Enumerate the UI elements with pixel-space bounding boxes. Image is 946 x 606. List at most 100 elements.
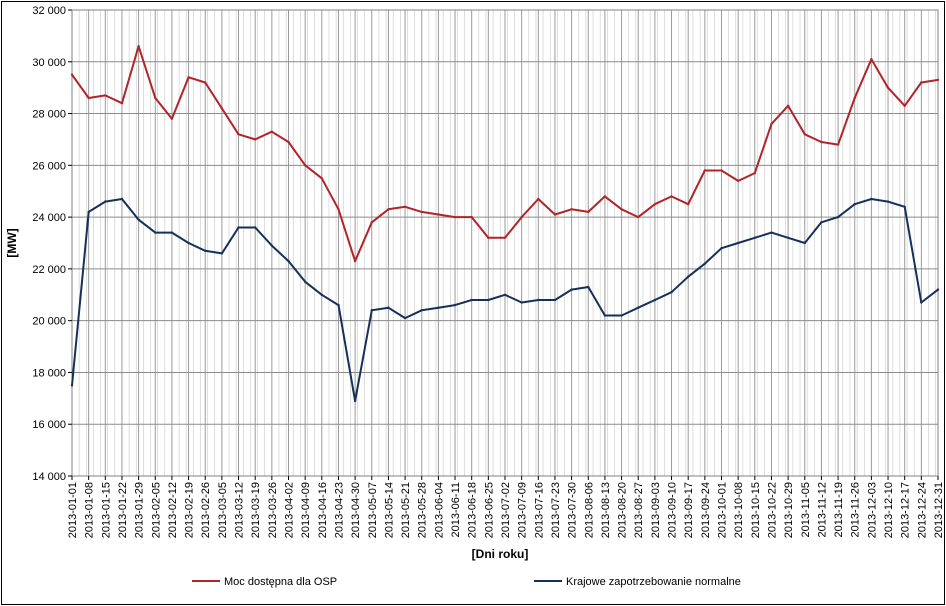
x-tick-label: 2013-01-01: [67, 482, 79, 538]
data-point-national-demand: [537, 298, 540, 302]
data-point-available-capacity: [70, 73, 74, 76]
data-point-available-capacity: [720, 169, 723, 172]
data-point-national-demand: [670, 291, 673, 294]
data-point-available-capacity: [120, 102, 124, 105]
data-point-national-demand: [204, 249, 207, 252]
x-tick-label: 2013-03-12: [234, 482, 246, 538]
legend: Moc dostępna dla OSP Krajowe zapotrzebow…: [192, 576, 741, 588]
data-point-national-demand: [304, 280, 307, 283]
x-axis-ticks: 2013-01-01 2013-01-08 2013-01-15 2013-01-22…: [67, 476, 945, 538]
x-tick-label: 2013-02-12: [167, 482, 179, 538]
x-tick-label: 2013-08-20: [617, 482, 629, 538]
x-tick-label: 2013-09-10: [667, 482, 679, 538]
data-point-available-capacity: [920, 81, 923, 84]
data-point-national-demand: [254, 226, 257, 229]
data-point-available-capacity: [836, 143, 840, 146]
x-tick-label: 2013-06-25: [483, 482, 495, 538]
data-point-available-capacity: [420, 210, 423, 214]
data-point-available-capacity: [803, 133, 806, 136]
data-point-national-demand: [570, 288, 573, 291]
data-point-national-demand: [187, 241, 190, 245]
data-point-available-capacity: [503, 236, 507, 239]
data-point-available-capacity: [337, 208, 340, 211]
x-tick-label: 2013-12-24: [916, 482, 928, 538]
x-tick-label: 2013-10-29: [783, 482, 795, 538]
x-tick-label: 2013-07-16: [533, 482, 545, 538]
data-point-available-capacity: [187, 76, 190, 79]
y-tick-label: 18 000: [32, 367, 66, 379]
x-tick-label: 2013-12-03: [866, 482, 878, 538]
data-point-national-demand: [786, 236, 790, 239]
data-point-national-demand: [503, 293, 507, 296]
x-tick-label: 2013-11-19: [833, 482, 845, 537]
data-point-national-demand: [237, 226, 240, 229]
data-point-available-capacity: [587, 210, 590, 214]
data-point-available-capacity: [570, 208, 573, 211]
data-point-national-demand: [403, 316, 407, 320]
x-tick-label: 2013-06-11: [450, 482, 462, 537]
data-point-national-demand: [587, 285, 590, 289]
x-tick-label: 2013-10-22: [766, 482, 778, 538]
x-tick-label: 2013-04-23: [333, 482, 345, 538]
y-tick-label: 32 000: [32, 5, 66, 17]
data-point-available-capacity: [553, 213, 557, 216]
data-point-national-demand: [687, 275, 690, 278]
data-point-national-demand: [620, 314, 623, 317]
y-tick-label: 16 000: [32, 419, 66, 431]
data-point-national-demand: [70, 384, 74, 387]
x-tick-label: 2013-07-30: [567, 482, 579, 538]
x-tick-label: 2013-10-01: [717, 482, 729, 538]
x-tick-label: 2013-12-10: [883, 482, 895, 538]
data-point-national-demand: [853, 203, 856, 206]
data-point-available-capacity: [936, 78, 940, 82]
x-tick-label: 2013-10-08: [733, 482, 745, 538]
data-point-national-demand: [270, 244, 273, 247]
x-tick-label: 2013-01-08: [84, 482, 96, 538]
data-point-national-demand: [920, 301, 923, 304]
data-point-national-demand: [453, 303, 457, 307]
data-point-available-capacity: [753, 171, 756, 175]
data-point-national-demand: [720, 247, 723, 250]
data-point-national-demand: [87, 210, 90, 214]
data-point-national-demand: [353, 399, 357, 403]
data-point-available-capacity: [620, 208, 623, 211]
data-point-national-demand: [603, 314, 607, 317]
data-point-available-capacity: [453, 215, 457, 219]
data-point-available-capacity: [204, 81, 207, 84]
data-point-national-demand: [653, 298, 657, 302]
data-point-available-capacity: [520, 215, 523, 219]
data-point-national-demand: [154, 231, 157, 234]
data-point-available-capacity: [403, 205, 407, 208]
x-tick-label: 2013-07-23: [550, 482, 562, 538]
data-point-available-capacity: [104, 94, 107, 97]
data-point-available-capacity: [637, 215, 640, 219]
data-point-national-demand: [220, 252, 224, 255]
data-point-national-demand: [470, 298, 473, 302]
horizontal-gridlines: [72, 9, 938, 477]
y-tick-label: 28 000: [32, 109, 66, 121]
data-point-available-capacity: [137, 45, 140, 48]
x-tick-label: 2013-06-18: [467, 482, 479, 538]
data-point-national-demand: [870, 197, 873, 201]
data-point-national-demand: [703, 262, 706, 265]
x-tick-label: 2013-02-26: [200, 482, 212, 538]
data-point-available-capacity: [770, 122, 773, 126]
x-tick-label: 2013-05-07: [367, 482, 379, 538]
data-point-national-demand: [104, 200, 107, 203]
data-point-available-capacity: [870, 58, 873, 61]
data-point-national-demand: [886, 200, 890, 203]
x-tick-label: 2013-01-15: [100, 482, 112, 538]
y-axis-ticks: 14 000 16 000 18 000 20 000 22 000 24 000 26 0…: [32, 5, 72, 483]
data-point-national-demand: [337, 303, 340, 307]
data-point-available-capacity: [387, 208, 390, 211]
data-point-available-capacity: [903, 104, 906, 108]
vertical-gridlines: [71, 10, 939, 476]
x-tick-label: 2013-04-09: [300, 482, 312, 538]
x-tick-label: 2013-04-30: [350, 482, 362, 538]
data-point-available-capacity: [853, 96, 856, 100]
data-point-available-capacity: [170, 117, 174, 120]
data-point-national-demand: [137, 218, 140, 221]
y-tick-label: 26 000: [32, 160, 66, 172]
data-point-national-demand: [803, 241, 806, 245]
